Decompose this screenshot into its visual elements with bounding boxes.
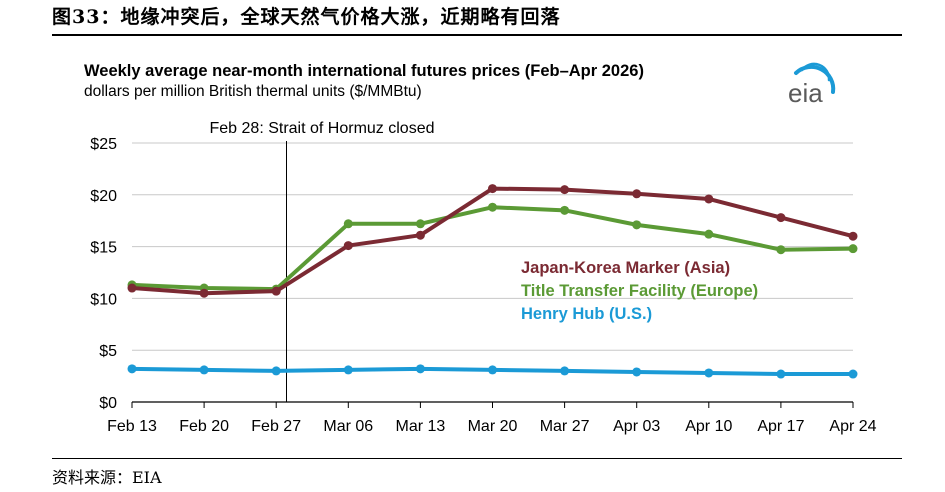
data-point xyxy=(127,364,137,374)
chart-subtitle: dollars per million British thermal unit… xyxy=(84,83,422,100)
data-point xyxy=(848,231,858,241)
data-point xyxy=(415,230,425,240)
data-point xyxy=(415,219,425,229)
legend-entry: Japan-Korea Marker (Asia) xyxy=(521,259,730,277)
data-point xyxy=(271,366,281,376)
chart-title: Weekly average near-month international … xyxy=(84,62,644,80)
x-tick-label: Apr 17 xyxy=(757,418,804,435)
data-point xyxy=(632,189,642,199)
y-tick-label: $25 xyxy=(90,136,117,153)
data-point xyxy=(127,283,137,293)
data-point xyxy=(199,365,209,375)
y-tick-label: $10 xyxy=(90,291,117,308)
data-point xyxy=(776,369,786,379)
x-tick-label: Feb 20 xyxy=(179,418,229,435)
data-point xyxy=(704,229,714,239)
x-tick-label: Apr 03 xyxy=(613,418,660,435)
data-point xyxy=(632,220,642,230)
series-line xyxy=(130,205,855,292)
eia-logo-text: eia xyxy=(788,78,823,108)
legend-entry: Title Transfer Facility (Europe) xyxy=(521,282,758,300)
series xyxy=(127,184,858,379)
x-tick-label: Feb 13 xyxy=(107,418,157,435)
y-tick-label: $15 xyxy=(90,240,117,257)
source-note: 资料来源：EIA xyxy=(52,468,162,487)
x-tick-label: Apr 24 xyxy=(829,418,876,435)
bottom-rule xyxy=(52,458,902,459)
data-point xyxy=(271,286,281,296)
data-point xyxy=(488,365,497,375)
figure-title: 图33：地缘冲突后，全球天然气价格大涨，近期略有回落 xyxy=(52,6,561,28)
top-rule xyxy=(52,34,902,36)
data-point xyxy=(776,245,786,255)
y-tick-label: $0 xyxy=(99,395,117,412)
x-tick-label: Feb 27 xyxy=(251,418,301,435)
data-point xyxy=(776,213,786,223)
x-axis: Feb 13 Feb 20 Feb 27 Mar 06 Mar 13 Mar 20 Mar … xyxy=(107,402,877,435)
data-point xyxy=(343,241,353,251)
x-tick-label: Mar 13 xyxy=(396,418,446,435)
y-axis: $0 $5 $10 $15 $20 $25 xyxy=(90,136,117,412)
annotation-label: Feb 28: Strait of Hormuz closed xyxy=(210,120,435,137)
x-tick-label: Mar 27 xyxy=(540,418,590,435)
data-point xyxy=(848,369,858,379)
data-point xyxy=(848,244,858,254)
gridlines xyxy=(132,142,853,403)
x-tick-label: Mar 20 xyxy=(468,418,518,435)
y-tick-label: $5 xyxy=(99,343,117,360)
data-point xyxy=(704,368,714,378)
data-point xyxy=(560,366,570,376)
data-point xyxy=(632,367,642,377)
data-point xyxy=(488,184,497,194)
legend-entry: Henry Hub (U.S.) xyxy=(521,305,652,323)
x-tick-label: Apr 10 xyxy=(685,418,732,435)
data-point xyxy=(343,219,353,229)
eia-logo: eia xyxy=(788,62,836,108)
legend: Japan-Korea Marker (Asia) Title Transfer … xyxy=(521,259,758,323)
data-point xyxy=(560,205,570,215)
data-point xyxy=(560,185,570,195)
data-point xyxy=(415,364,425,374)
y-tick-label: $20 xyxy=(90,188,117,205)
data-point xyxy=(704,194,714,204)
data-point xyxy=(488,202,497,212)
x-tick-label: Mar 06 xyxy=(323,418,373,435)
data-point xyxy=(343,365,353,375)
data-point xyxy=(199,288,209,298)
annotation: Feb 28: Strait of Hormuz closed xyxy=(210,120,435,402)
